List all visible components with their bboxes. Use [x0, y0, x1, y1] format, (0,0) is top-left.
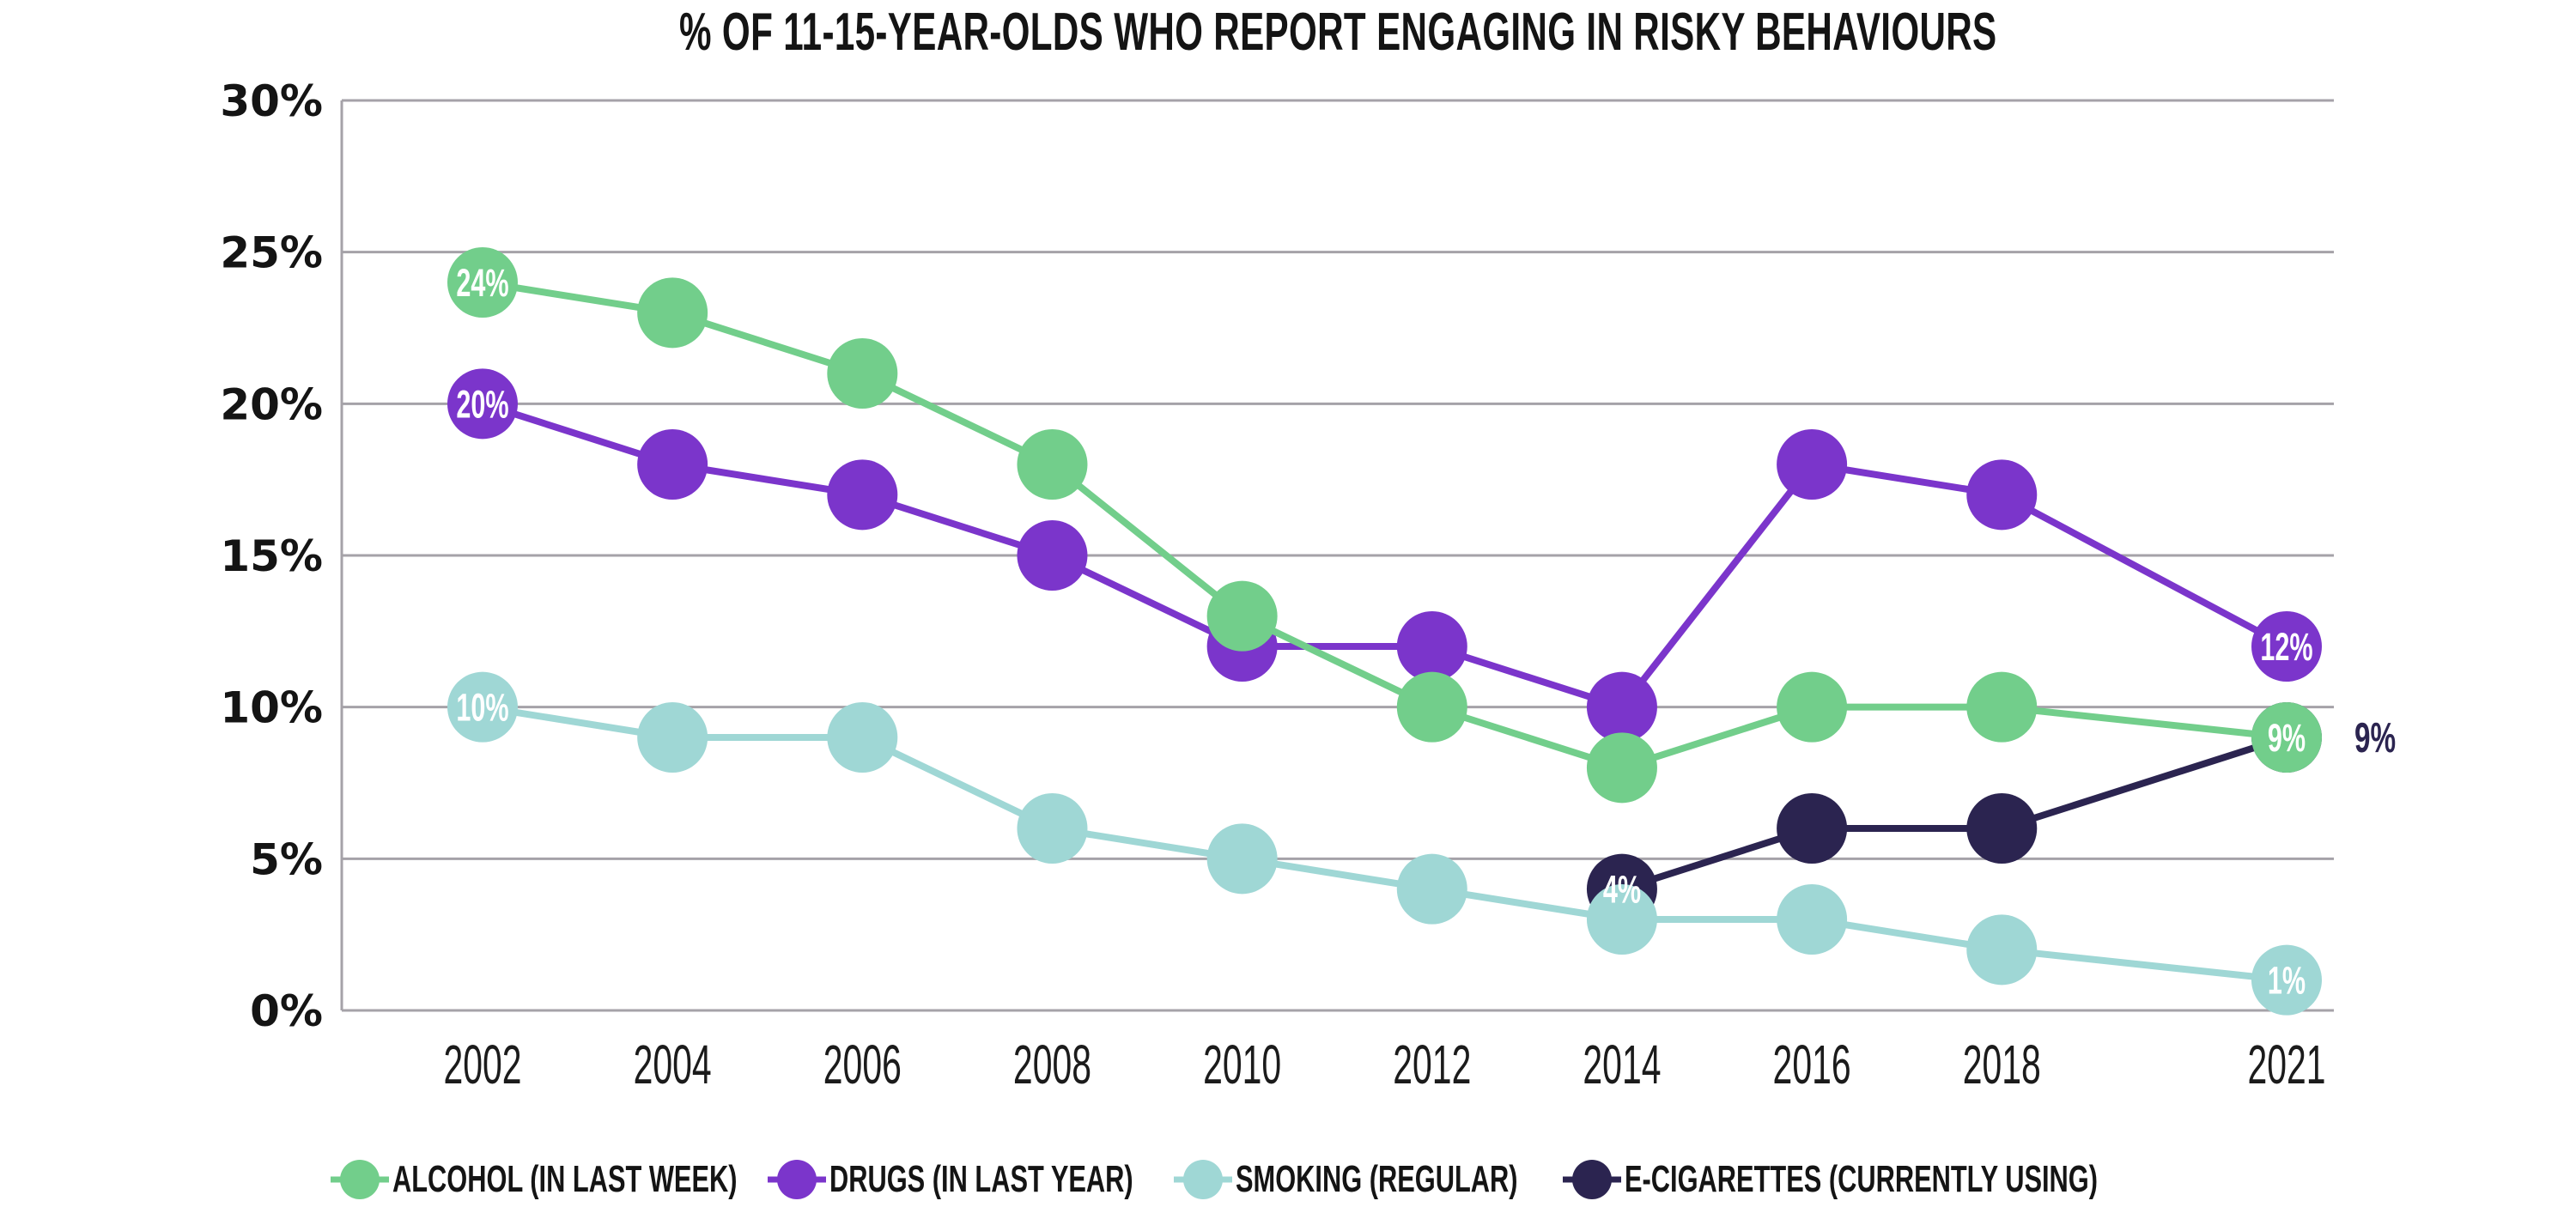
chart-legend: ALCOHOL (IN LAST WEEK) DRUGS (IN LAST YE… — [0, 1152, 2576, 1207]
data-point-s2-2008[interactable] — [1017, 793, 1088, 864]
data-point-s1-2008[interactable] — [1017, 520, 1088, 591]
data-point-s2-2004[interactable] — [637, 702, 708, 773]
legend-item-ecigarettes[interactable]: E-CIGARETTES (CURRENTLY USING) — [1563, 1152, 2300, 1207]
chart-title-text: % OF 11-15-YEAR-OLDS WHO REPORT ENGAGING… — [678, 3, 1997, 62]
data-point-s2-2016[interactable] — [1777, 884, 1848, 955]
point-label-s2-2002: 10% — [456, 687, 508, 730]
data-point-s2-2021[interactable] — [2251, 944, 2322, 1016]
legend-marker-smoking-icon — [1174, 1160, 1232, 1199]
x-axis-tick-label-2002: 2002 — [443, 1034, 521, 1095]
y-axis-tick-label: 20% — [220, 379, 323, 429]
legend-marker-drugs-icon — [768, 1160, 826, 1199]
legend-item-alcohol[interactable]: ALCOHOL (IN LAST WEEK) — [331, 1152, 885, 1207]
point-label-s0-2002: 24% — [456, 262, 508, 305]
data-point-s2-2010[interactable] — [1206, 823, 1278, 895]
series-line-3 — [1620, 734, 2288, 893]
data-point-s3-2016[interactable] — [1777, 793, 1848, 864]
data-point-s0-2008[interactable] — [1017, 429, 1088, 500]
y-axis-tick-label: 25% — [220, 228, 323, 278]
data-point-s1-2014[interactable] — [1586, 671, 1657, 743]
point-label-s1-2021: 12% — [2260, 626, 2312, 669]
legend-marker-ecigarettes-icon — [1563, 1160, 1621, 1199]
data-point-s2-2006[interactable] — [827, 702, 898, 773]
data-point-s0-2004[interactable] — [637, 277, 708, 349]
data-point-s0-2010[interactable] — [1206, 580, 1278, 652]
data-point-s1-2018[interactable] — [1966, 459, 2038, 531]
point-label-s1-2002: 20% — [456, 384, 508, 427]
x-axis-tick-label-2021: 2021 — [2247, 1034, 2325, 1095]
data-point-s1-2006[interactable] — [827, 459, 898, 531]
x-axis-tick-label-2012: 2012 — [1393, 1034, 1471, 1095]
data-point-s2-2014[interactable] — [1586, 884, 1657, 955]
data-point-s2-2002[interactable] — [447, 671, 518, 743]
data-point-s0-2018[interactable] — [1966, 671, 2038, 743]
data-point-s0-2012[interactable] — [1396, 671, 1467, 743]
data-point-s1-2002[interactable] — [447, 368, 518, 440]
x-axis-tick-label-2010: 2010 — [1203, 1034, 1281, 1095]
series-line-1 — [481, 400, 2288, 711]
data-point-s1-2004[interactable] — [637, 429, 708, 500]
data-point-s2-2012[interactable] — [1396, 853, 1467, 925]
data-point-s0-2021[interactable] — [2251, 702, 2322, 773]
legend-label: DRUGS (IN LAST YEAR) — [829, 1158, 1133, 1200]
data-point-s1-2021[interactable] — [2251, 611, 2322, 682]
data-point-s0-2014[interactable] — [1586, 732, 1657, 804]
point-label-s3-2014: 4% — [1603, 869, 1641, 912]
x-axis-tick-label-2006: 2006 — [823, 1034, 902, 1095]
x-axis-tick-label-2008: 2008 — [1013, 1034, 1091, 1095]
data-point-s3-2018[interactable] — [1966, 793, 2038, 864]
y-axis-tick-label: 0% — [250, 986, 323, 1036]
x-axis-tick-label-2018: 2018 — [1963, 1034, 2041, 1095]
legend-label: ALCOHOL (IN LAST WEEK) — [392, 1158, 738, 1200]
legend-marker-alcohol-icon — [331, 1160, 389, 1199]
series-line-2 — [482, 703, 2287, 984]
x-axis-tick-label-2016: 2016 — [1773, 1034, 1851, 1095]
data-point-s1-2012[interactable] — [1396, 611, 1467, 682]
y-axis-tick-label: 30% — [220, 76, 323, 126]
data-point-s0-2002[interactable] — [447, 247, 518, 318]
x-axis-tick-label-2014: 2014 — [1583, 1034, 1661, 1095]
series-line-0 — [482, 279, 2287, 772]
legend-label: E-CIGARETTES (CURRENTLY USING) — [1625, 1158, 2099, 1200]
point-label-s2-2021: 1% — [2268, 960, 2306, 1003]
y-axis-tick-label: 5% — [250, 834, 323, 884]
data-point-s0-2006[interactable] — [827, 338, 898, 409]
legend-item-smoking[interactable]: SMOKING (REGULAR) — [1174, 1152, 1638, 1207]
data-point-s0-2016[interactable] — [1777, 671, 1848, 743]
x-axis-tick-label-2004: 2004 — [634, 1034, 712, 1095]
data-point-s2-2018[interactable] — [1966, 914, 2038, 986]
legend-item-drugs[interactable]: DRUGS (IN LAST YEAR) — [768, 1152, 1263, 1207]
outside-point-label-ecigarettes: 9% — [2354, 714, 2396, 761]
y-axis-tick-label: 15% — [220, 531, 323, 581]
y-axis-tick-label: 10% — [220, 683, 323, 733]
legend-label: SMOKING (REGULAR) — [1236, 1158, 1518, 1200]
point-label-s0-2021: 9% — [2268, 717, 2306, 760]
data-point-s1-2016[interactable] — [1777, 429, 1848, 500]
chart-title: % OF 11-15-YEAR-OLDS WHO REPORT ENGAGING… — [342, 2, 2334, 63]
